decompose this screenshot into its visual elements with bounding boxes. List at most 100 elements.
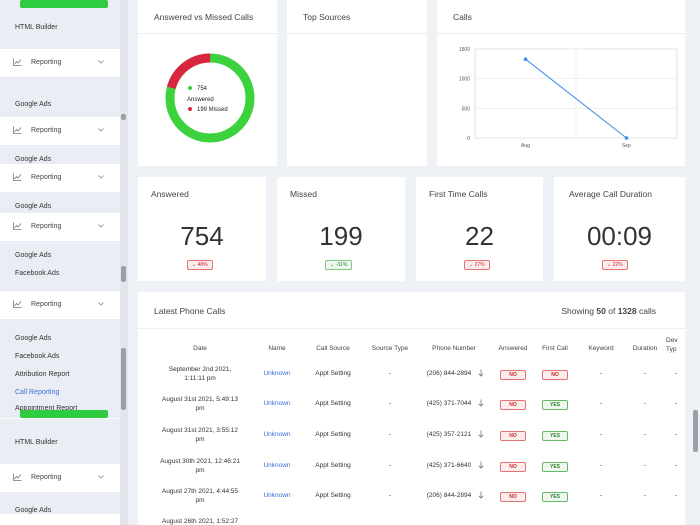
main-scroll-thumb[interactable] <box>693 410 698 452</box>
cell-device-type: - <box>674 400 678 407</box>
stat-first-time-calls: First Time Calls 22 ⌄ 27% <box>416 177 543 281</box>
cell-date-time: pm <box>195 497 205 504</box>
stat-title: Average Call Duration <box>569 189 652 199</box>
cell-call-source: Appt Setting <box>315 400 351 407</box>
showing-prefix: Showing <box>561 306 594 316</box>
cell-date: August 31st 2021, 3:55:12 <box>162 427 238 434</box>
sidebar-item-reporting[interactable]: Reporting <box>0 291 120 319</box>
data-point <box>624 136 629 140</box>
cell-phone-number: (425) 357-2121 <box>426 431 472 438</box>
sidebar: HTML Builder Reporting Google Ads Report… <box>0 0 128 525</box>
sidebar-scroll-thumb[interactable] <box>121 348 126 410</box>
col-header-first-call[interactable]: First Call <box>542 345 568 352</box>
sidebar-item-reporting[interactable]: Reporting <box>0 164 120 192</box>
cell-date-time: pm <box>195 467 205 474</box>
sidebar-item-attribution-report[interactable]: Attribution Report <box>15 371 70 378</box>
stat-missed: Missed 199 ⌄ -31% <box>277 177 405 281</box>
legend-missed-text: 199 Missed <box>197 107 228 113</box>
sidebar-item-google-ads[interactable]: Google Ads <box>15 101 52 108</box>
cell-name-link[interactable]: Unknown <box>263 431 291 438</box>
cell-keyword: - <box>599 431 603 438</box>
sidebar-item-google-ads[interactable]: Google Ads <box>15 335 52 342</box>
y-tick-label: 1500 <box>459 47 470 53</box>
badge-arrow-icon: ⌄ <box>330 262 336 268</box>
stat-value: 199 <box>319 221 363 251</box>
sidebar-item-html-builder[interactable]: HTML Builder <box>15 24 58 31</box>
stat-title: Missed <box>290 189 317 199</box>
col-header-device-type[interactable]: Dev Typ <box>666 337 678 353</box>
sidebar-green-button[interactable] <box>20 410 108 418</box>
cell-date-time: pm <box>195 405 205 412</box>
sidebar-item-google-ads[interactable]: Google Ads <box>15 156 52 163</box>
badge-value: 48% <box>197 262 208 268</box>
series-line <box>525 58 627 139</box>
cell-name-link[interactable]: Unknown <box>263 492 291 499</box>
cell-duration: - <box>643 370 647 377</box>
first-call-badge: YES <box>542 462 568 472</box>
sidebar-item-call-reporting[interactable]: Call Reporting <box>15 389 60 396</box>
sidebar-item-appointment-report[interactable]: Appointment Report <box>15 405 78 411</box>
chevron-down-icon <box>98 475 104 479</box>
cell-device-type: - <box>674 431 678 438</box>
cell-call-source: Appt Setting <box>315 370 351 377</box>
cell-date-time: pm <box>195 436 205 443</box>
x-tick-label: Sep <box>622 143 631 149</box>
sidebar-scroll-thumb[interactable] <box>121 266 126 282</box>
showing-count-value: 50 <box>596 306 606 316</box>
legend-missed: 199 Missed <box>188 107 228 113</box>
badge-value: 27% <box>474 262 485 268</box>
cell-name-link[interactable]: Unknown <box>263 370 291 377</box>
answered-badge: NO <box>500 492 526 502</box>
cell-phone-number: (425) 371-6640 <box>426 462 472 469</box>
col-header-duration[interactable]: Duration <box>632 345 658 352</box>
cell-keyword: - <box>599 462 603 469</box>
y-tick-label: 0 <box>467 136 470 142</box>
col-header-call-source[interactable]: Call Source <box>316 345 350 352</box>
download-arrow-icon[interactable] <box>478 430 484 438</box>
download-arrow-icon[interactable] <box>478 399 484 407</box>
sidebar-item-reporting[interactable]: Reporting <box>0 464 120 492</box>
sidebar-scroll-thumb[interactable] <box>121 114 126 120</box>
cell-name-link[interactable]: Unknown <box>263 400 291 407</box>
stat-change-badge: ⌄ -31% <box>325 260 353 270</box>
stat-change-badge: ⌄ 48% <box>187 260 213 270</box>
cell-keyword: - <box>599 400 603 407</box>
sidebar-item-reporting[interactable]: Reporting <box>0 49 120 77</box>
col-header-phone-number[interactable]: Phone Number <box>432 345 476 352</box>
cell-name-link[interactable]: Unknown <box>263 462 291 469</box>
col-header-source-type[interactable]: Source Type <box>371 345 409 352</box>
sidebar-item-label: Reporting <box>31 59 62 66</box>
sidebar-item-label: Reporting <box>31 474 62 481</box>
cell-phone-number: (425) 371-7044 <box>426 400 472 407</box>
calls-card: Calls 1500 1000 500 0 Aug Sep <box>437 0 685 166</box>
sidebar-item-reporting[interactable]: Reporting <box>0 213 120 241</box>
main-scrollbar[interactable] <box>690 0 700 525</box>
sidebar-item-label: Reporting <box>31 174 62 181</box>
col-header-date[interactable]: Date <box>193 345 207 352</box>
stat-change-badge: ⌄ 22% <box>602 260 628 270</box>
sidebar-item-reporting[interactable]: Reporting <box>0 117 120 145</box>
cell-source-type: - <box>388 400 392 407</box>
download-arrow-icon[interactable] <box>478 491 484 499</box>
col-header-answered[interactable]: Answered <box>498 345 528 352</box>
sidebar-item-google-ads[interactable]: Google Ads <box>15 252 52 259</box>
download-arrow-icon[interactable] <box>478 369 484 377</box>
sidebar-item-facebook-ads[interactable]: Facebook Ads <box>15 270 60 277</box>
sidebar-item-google-ads[interactable]: Google Ads <box>15 507 52 514</box>
sidebar-item-html-builder[interactable]: HTML Builder <box>15 439 58 446</box>
badge-arrow-icon: ⌄ <box>192 262 198 268</box>
sidebar-item-facebook-ads[interactable]: Facebook Ads <box>15 353 60 360</box>
chevron-down-icon <box>98 302 104 306</box>
sidebar-item-partial <box>0 514 120 525</box>
col-header-name[interactable]: Name <box>268 345 286 352</box>
first-call-badge: YES <box>542 431 568 441</box>
sidebar-green-button[interactable] <box>20 0 108 8</box>
x-tick-label: Aug <box>521 143 530 149</box>
cell-duration: - <box>643 492 647 499</box>
sidebar-item-google-ads[interactable]: Google Ads <box>15 203 52 210</box>
first-call-badge: YES <box>542 400 568 410</box>
sidebar-scrollbar[interactable] <box>120 0 128 525</box>
download-arrow-icon[interactable] <box>478 461 484 469</box>
col-header-keyword[interactable]: Keyword <box>588 345 614 352</box>
stat-title: First Time Calls <box>429 189 488 199</box>
